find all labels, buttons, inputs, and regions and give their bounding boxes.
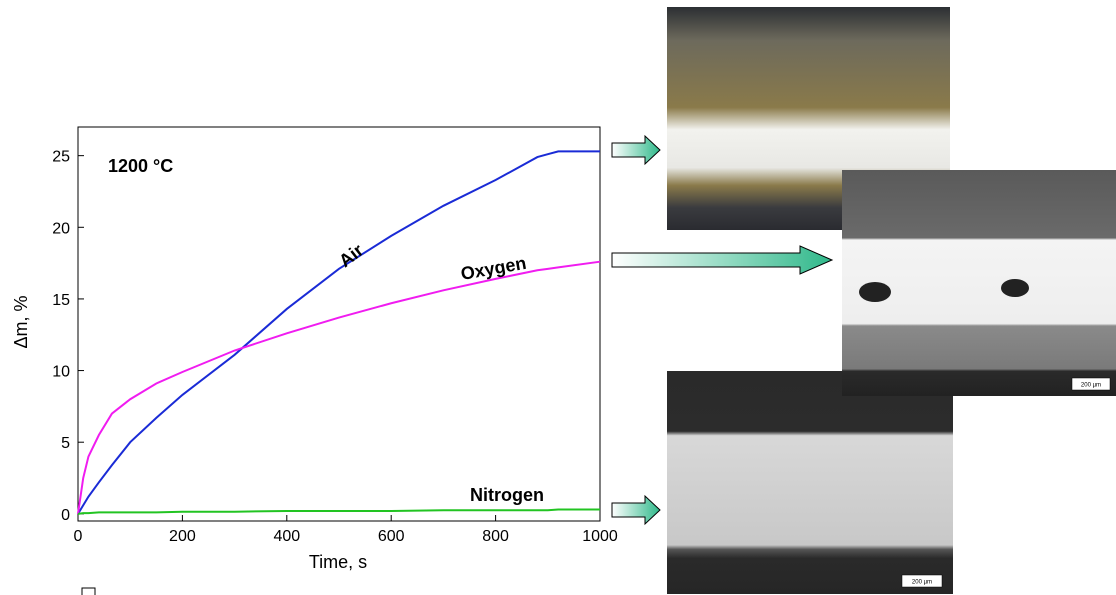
series-line (78, 151, 600, 513)
annotation: 1200 °C (108, 156, 173, 176)
x-tick-label: 800 (482, 528, 509, 545)
scale-label: 200 µm (1081, 383, 1101, 389)
x-tick-label: 600 (378, 528, 405, 545)
x-axis-label: Time, s (309, 552, 367, 572)
arrow (612, 136, 660, 164)
plot-frame (78, 127, 600, 521)
y-tick-label: 10 (52, 364, 70, 381)
series-label: Air (335, 240, 367, 271)
y-axis-label: Δm, % (11, 295, 31, 348)
x-tick-label: 400 (273, 528, 300, 545)
series-line (78, 510, 600, 514)
arrow (612, 496, 660, 524)
series-line (78, 262, 600, 514)
micrograph-oxygen: 200 µm (842, 170, 1116, 396)
y-tick-label: 20 (52, 220, 70, 237)
y-tick-label: 0 (61, 507, 70, 524)
scale-label: 200 µm (912, 580, 932, 586)
legend-box (82, 588, 95, 595)
y-tick-label: 15 (52, 292, 70, 309)
series-label: Nitrogen (470, 485, 544, 505)
x-tick-label: 0 (74, 528, 83, 545)
arrow (612, 246, 832, 274)
x-tick-label: 200 (169, 528, 196, 545)
x-tick-label: 1000 (582, 528, 618, 545)
figure: 200 µm 200 µm Time, s Δm, % 1200 °C 0200… (0, 0, 1116, 595)
y-tick-label: 25 (52, 149, 70, 166)
page: {"chart_data": {"type": "line", "x_label… (0, 0, 1116, 595)
y-tick-label: 5 (61, 435, 70, 452)
micrograph-nitrogen: 200 µm (667, 371, 953, 594)
